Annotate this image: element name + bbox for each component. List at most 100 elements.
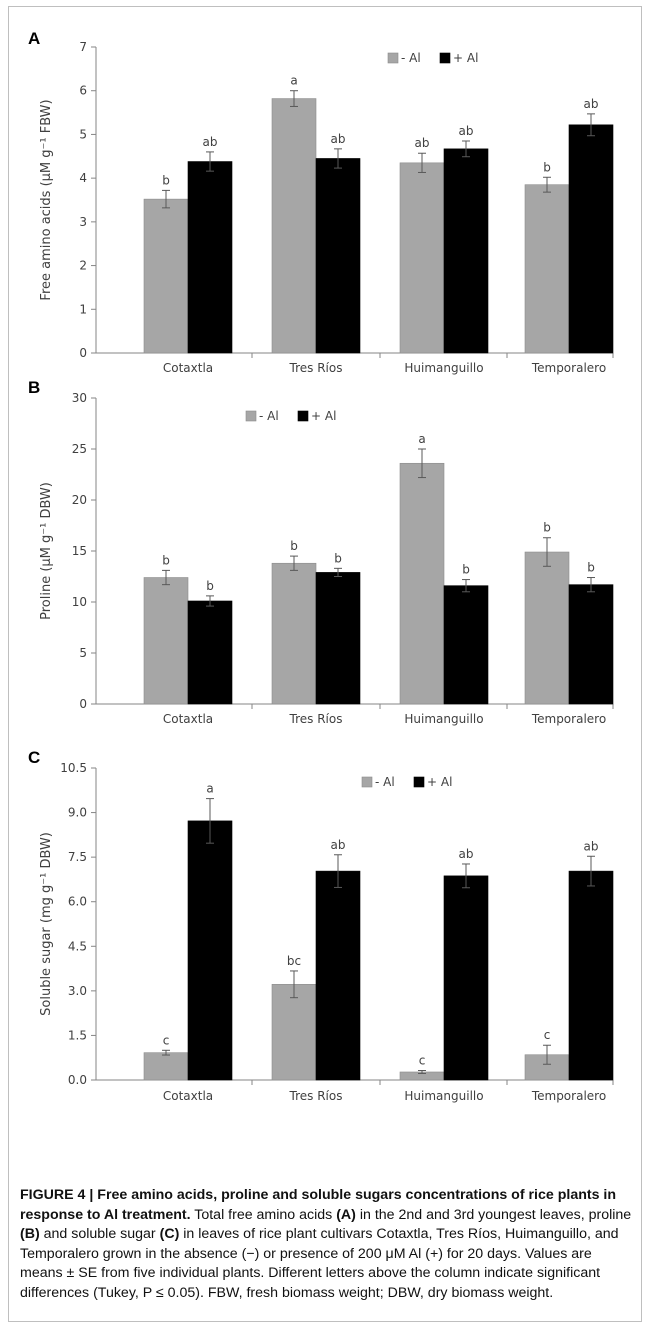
significance-letter: b [543,160,551,174]
panel-letter: C [28,748,40,767]
bar-plus-al [568,870,614,1081]
significance-letter: b [290,539,298,553]
chart-panel-C: C 0.0 1.5 3.0 4.5 6.0 7.5 9.0 10.5 Soluble sugar … [28,748,614,1103]
significance-letter: b [462,563,470,577]
significance-letter: ab [459,847,474,861]
bar-minus-al [399,162,445,354]
legend-swatch [297,410,309,422]
y-tick-label: 20 [72,493,87,507]
significance-letter: c [163,1033,170,1047]
bar-plus-al [187,820,233,1081]
significance-letter: ab [584,839,599,853]
y-tick-label: 0 [79,346,87,360]
bar-plus-al [187,600,233,705]
significance-letter: ab [331,838,346,852]
legend-swatch [439,52,451,64]
y-tick-label: 25 [72,442,87,456]
bar-minus-al [524,184,570,354]
y-tick-label: 1.5 [68,1028,87,1042]
y-tick-label: 10.5 [60,761,87,775]
y-tick-label: 3 [79,215,87,229]
legend-swatch [245,410,257,422]
figure-charts: A 0 1 2 3 4 5 6 7 Free amino acids (μM g⁻¹ FBW) Co… [28,29,614,1103]
significance-letter: c [419,1053,426,1067]
caption-panel-ref: (C) [159,1226,180,1243]
bar-plus-al [315,870,361,1081]
category-label: Tres Ríos [289,1089,343,1103]
chart-panel-A: A 0 1 2 3 4 5 6 7 Free amino acids (μM g⁻¹ FBW) Co… [28,29,614,375]
y-tick-label: 0 [79,697,87,711]
bar-minus-al [399,462,445,705]
y-tick-label: 2 [79,259,87,273]
bar-minus-al [143,577,189,705]
y-tick-label: 10 [72,595,87,609]
legend-label: - Al [401,51,421,65]
bar-plus-al [568,584,614,705]
significance-letter: b [162,173,170,187]
y-tick-label: 7 [79,40,87,54]
significance-letter: b [206,579,214,593]
y-tick-label: 5 [79,646,87,660]
y-tick-label: 7.5 [68,850,87,864]
chart-panel-B: B 0 5 10 15 20 25 30 Proline (μM g⁻¹ DBW) Cotaxtl… [28,378,614,726]
legend-label: + Al [427,775,452,789]
bar-plus-al [568,124,614,354]
category-label: Cotaxtla [163,361,213,375]
legend-swatch [387,52,399,64]
category-label: Temporalero [531,712,606,726]
bar-plus-al [443,585,489,705]
significance-letter: c [544,1028,551,1042]
significance-letter: ab [331,132,346,146]
y-axis-label: Soluble sugar (mg g⁻¹ DBW) [39,832,54,1016]
significance-letter: ab [415,136,430,150]
bar-minus-al [271,562,317,705]
legend-label: - Al [375,775,395,789]
category-label: Tres Ríos [289,361,343,375]
category-label: Huimanguillo [404,712,483,726]
bar-plus-al [315,158,361,354]
y-tick-label: 6.0 [68,895,87,909]
significance-letter: ab [459,124,474,138]
y-tick-label: 0.0 [68,1073,87,1087]
category-label: Cotaxtla [163,712,213,726]
significance-letter: a [290,74,297,88]
significance-letter: b [162,553,170,567]
legend-swatch [361,776,373,788]
bar-minus-al [271,98,317,354]
significance-letter: a [418,432,425,446]
bar-minus-al [524,551,570,705]
bar-minus-al [271,984,317,1081]
y-tick-label: 9.0 [68,806,87,820]
caption-text: in leaves of rice plant cultivars Cotaxt… [20,1226,619,1301]
bar-plus-al [315,572,361,705]
caption-text: in the 2nd and 3rd youngest leaves, prol… [355,1206,632,1223]
significance-letter: b [587,561,595,575]
category-label: Temporalero [531,361,606,375]
significance-letter: ab [203,135,218,149]
y-axis-label: Proline (μM g⁻¹ DBW) [39,482,54,620]
y-tick-label: 30 [72,391,87,405]
caption-panel-ref: (B) [20,1226,40,1243]
bar-minus-al [143,1052,189,1081]
y-tick-label: 3.0 [68,984,87,998]
caption-panel-ref: (A) [336,1206,356,1223]
bar-plus-al [187,161,233,354]
panel-letter: B [28,378,40,397]
y-tick-label: 4 [79,171,87,185]
category-label: Temporalero [531,1089,606,1103]
legend-label: + Al [311,409,336,423]
legend: - Al + Al [245,409,336,423]
bar-plus-al [443,875,489,1081]
y-tick-label: 15 [72,544,87,558]
figure-caption: FIGURE 4 | Free amino acids, proline and… [20,1186,632,1304]
category-label: Huimanguillo [404,1089,483,1103]
y-tick-label: 4.5 [68,939,87,953]
legend-label: + Al [453,51,478,65]
y-tick-label: 6 [79,84,87,98]
panel-letter: A [28,29,40,48]
bar-minus-al [143,198,189,354]
y-axis-label: Free amino acids (μM g⁻¹ FBW) [39,99,54,300]
significance-letter: a [206,782,213,796]
bar-plus-al [443,148,489,354]
category-label: Cotaxtla [163,1089,213,1103]
